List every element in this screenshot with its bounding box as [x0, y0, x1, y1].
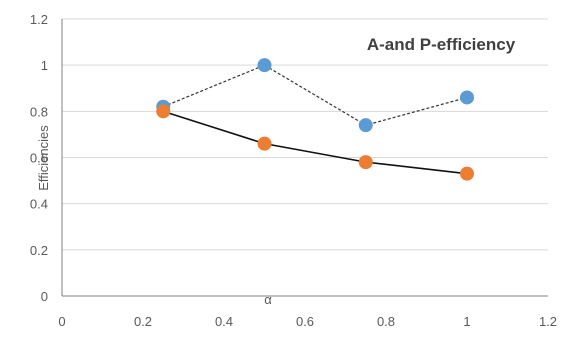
- x-tick-label: 0: [58, 314, 65, 329]
- x-tick-label: 0.6: [296, 314, 314, 329]
- x-tick-label: 0.2: [134, 314, 152, 329]
- series-2-point: [358, 155, 373, 170]
- series-1-point: [257, 58, 272, 73]
- y-tick-label: 1.2: [30, 12, 48, 27]
- x-tick-label: 0.8: [377, 314, 395, 329]
- x-tick-label: 1.2: [539, 314, 557, 329]
- y-tick-label: 0.4: [30, 197, 48, 212]
- y-tick-label: 1: [41, 58, 48, 73]
- y-tick-label: 0.8: [30, 104, 48, 119]
- x-axis-label: α: [264, 292, 272, 307]
- y-tick-label: 0.6: [30, 151, 48, 166]
- y-tick-label: 0: [41, 289, 48, 304]
- series-1-point: [358, 118, 373, 133]
- series-1-line: [163, 64, 468, 126]
- y-tick-label: 0.2: [30, 243, 48, 258]
- chart-title: A-and P-efficiency: [367, 35, 516, 54]
- x-tick-label: 0.4: [215, 314, 233, 329]
- grid-lines: [62, 18, 548, 251]
- x-tick-label: 1: [463, 314, 470, 329]
- series-2-point: [156, 104, 171, 119]
- series-group: [156, 58, 474, 181]
- series-1-point: [460, 90, 474, 105]
- series-2-point: [257, 136, 272, 151]
- series-2-line: [163, 110, 468, 175]
- series-2-point: [460, 166, 474, 181]
- axes: 0 0.2 0.4 0.6 0.8 1 1.2 0 0.2 0.4 0.6 0.8 1 1.2: [30, 12, 557, 329]
- y-axis-label: Efficiencies: [36, 125, 51, 191]
